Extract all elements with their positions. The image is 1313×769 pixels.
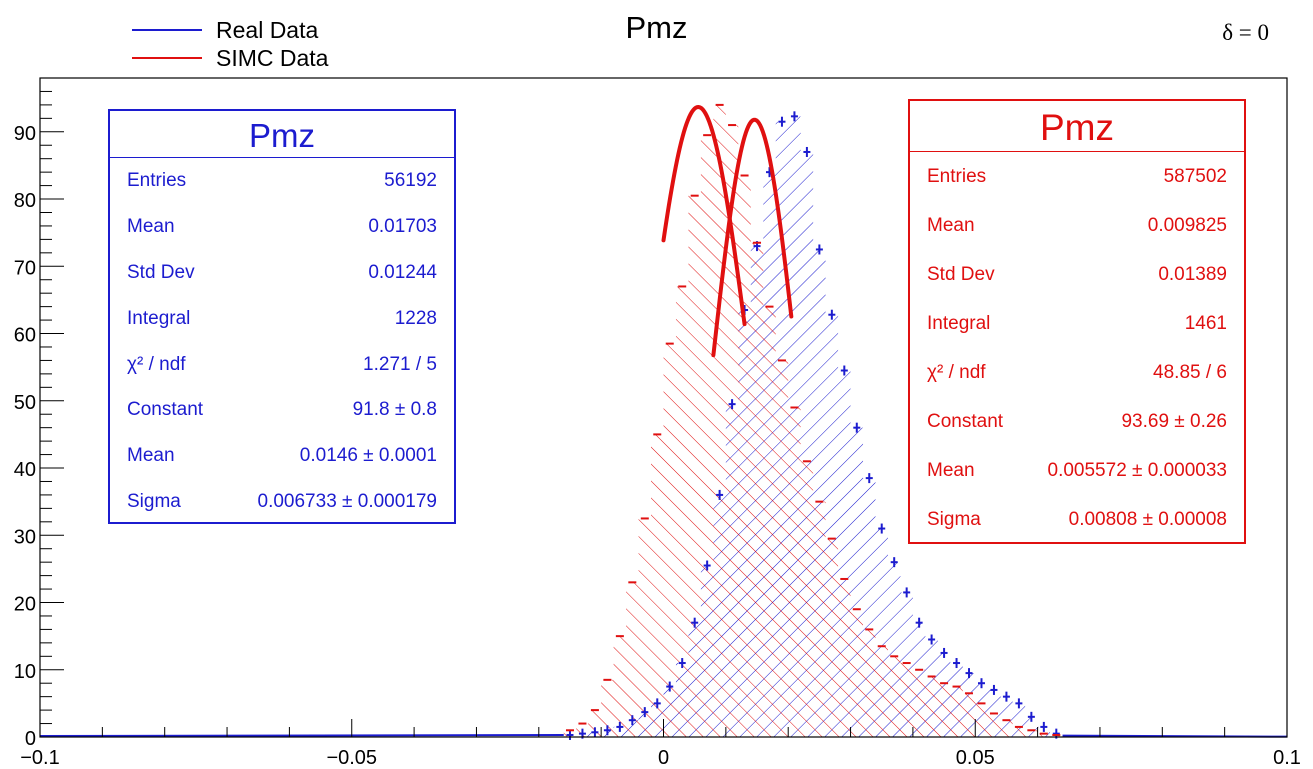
stats-row: Std Dev 0.01389 xyxy=(910,250,1244,299)
stats-value: 1.271 / 5 xyxy=(363,353,437,375)
stats-label: Mean xyxy=(127,215,175,237)
stats-label: χ² / ndf xyxy=(927,361,986,383)
legend-label-simc: SIMC Data xyxy=(216,44,329,71)
legend-entry-real: Real Data xyxy=(132,16,328,44)
stats-value: 0.01244 xyxy=(368,261,437,283)
legend-line-real xyxy=(132,28,202,32)
y-tick-label: 10 xyxy=(14,661,36,683)
stats-value: 0.01389 xyxy=(1158,263,1227,285)
chart-title: Pmz xyxy=(625,10,688,45)
stats-row: Constant 93.69 ± 0.26 xyxy=(910,397,1244,446)
legend-label-real: Real Data xyxy=(216,16,319,43)
stats-row: χ² / ndf 48.85 / 6 xyxy=(910,348,1244,397)
stats-row: Integral 1461 xyxy=(910,299,1244,348)
stats-label: χ² / ndf xyxy=(127,353,186,375)
y-tick-label: 50 xyxy=(14,392,36,414)
x-tick-label: 0 xyxy=(658,747,669,769)
stats-label: Integral xyxy=(127,307,191,329)
stats-value: 93.69 ± 0.26 xyxy=(1121,410,1227,432)
stats-row: Mean 0.005572 ± 0.000033 xyxy=(910,446,1244,495)
stats-value: 1461 xyxy=(1184,312,1227,334)
stats-row: Integral 1228 xyxy=(110,296,454,342)
x-tick-label: −0.1 xyxy=(20,747,59,769)
stats-value: 0.00808 ± 0.00008 xyxy=(1068,508,1227,530)
hist-markers-simc xyxy=(565,103,1061,736)
stats-label: Entries xyxy=(127,169,187,191)
stats-value: 56192 xyxy=(384,169,437,191)
x-tick-label: 0.05 xyxy=(956,747,995,769)
stats-row: Mean 0.0146 ± 0.0001 xyxy=(110,433,454,479)
legend-line-simc xyxy=(132,56,202,60)
hist-area-simc xyxy=(563,104,1063,738)
stats-row: χ² / ndf 1.271 / 5 xyxy=(110,342,454,388)
stats-label: Std Dev xyxy=(127,261,195,283)
delta-label: δ = 0 xyxy=(1222,20,1269,45)
stats-label: Sigma xyxy=(127,491,181,513)
fit-curve-simc xyxy=(661,104,747,327)
stats-row: Constant 91.8 ± 0.8 xyxy=(110,387,454,433)
stats-row: Std Dev 0.01244 xyxy=(110,250,454,296)
stats-value: 0.006733 ± 0.000179 xyxy=(257,491,437,513)
stats-label: Mean xyxy=(927,214,975,236)
x-tick-label: 0.1 xyxy=(1273,747,1301,769)
stats-row: Sigma 0.00808 ± 0.00008 xyxy=(910,495,1244,544)
stats-title-simc: Pmz xyxy=(910,101,1244,152)
stats-label: Mean xyxy=(127,445,175,467)
stats-value: 0.009825 xyxy=(1147,214,1227,236)
stats-label: Std Dev xyxy=(927,263,995,285)
stats-label: Sigma xyxy=(927,508,981,530)
stats-label: Integral xyxy=(927,312,991,334)
stats-value: 1228 xyxy=(394,307,437,329)
stats-value: 0.01703 xyxy=(368,215,437,237)
stats-label: Mean xyxy=(927,459,975,481)
y-tick-label: 90 xyxy=(14,123,36,145)
y-tick-label: 30 xyxy=(14,526,36,548)
x-tick-label: −0.05 xyxy=(326,747,377,769)
stats-box-real: Pmz Entries 56192 Mean 0.01703 Std Dev 0.01… xyxy=(108,109,456,524)
y-tick-label: 20 xyxy=(14,594,36,616)
hist-area-real xyxy=(563,116,1063,737)
stats-value: 91.8 ± 0.8 xyxy=(352,399,437,421)
y-tick-label: 0 xyxy=(25,728,36,750)
stats-value: 587502 xyxy=(1163,165,1227,187)
stats-row: Entries 587502 xyxy=(910,152,1244,201)
stats-row: Mean 0.01703 xyxy=(110,204,454,250)
fit-curve-real xyxy=(711,117,794,358)
stats-value: 0.0146 ± 0.0001 xyxy=(299,445,437,467)
legend: Real Data SIMC Data xyxy=(132,16,328,72)
y-tick-label: 80 xyxy=(14,190,36,212)
stats-row: Entries 56192 xyxy=(110,158,454,204)
hist-markers-real xyxy=(566,111,1060,740)
stats-label: Entries xyxy=(927,165,987,187)
legend-entry-simc: SIMC Data xyxy=(132,44,328,72)
stats-box-simc: Pmz Entries 587502 Mean 0.009825 Std Dev 0.… xyxy=(908,99,1246,544)
stats-label: Constant xyxy=(927,410,1004,432)
stats-label: Constant xyxy=(127,399,204,421)
y-tick-label: 60 xyxy=(14,325,36,347)
stats-row: Sigma 0.006733 ± 0.000179 xyxy=(110,479,454,525)
stats-value: 0.005572 ± 0.000033 xyxy=(1047,459,1227,481)
stats-value: 48.85 / 6 xyxy=(1153,361,1227,383)
stats-title-real: Pmz xyxy=(110,111,454,158)
y-tick-label: 40 xyxy=(14,459,36,481)
y-tick-label: 70 xyxy=(14,257,36,279)
stats-row: Mean 0.009825 xyxy=(910,201,1244,250)
